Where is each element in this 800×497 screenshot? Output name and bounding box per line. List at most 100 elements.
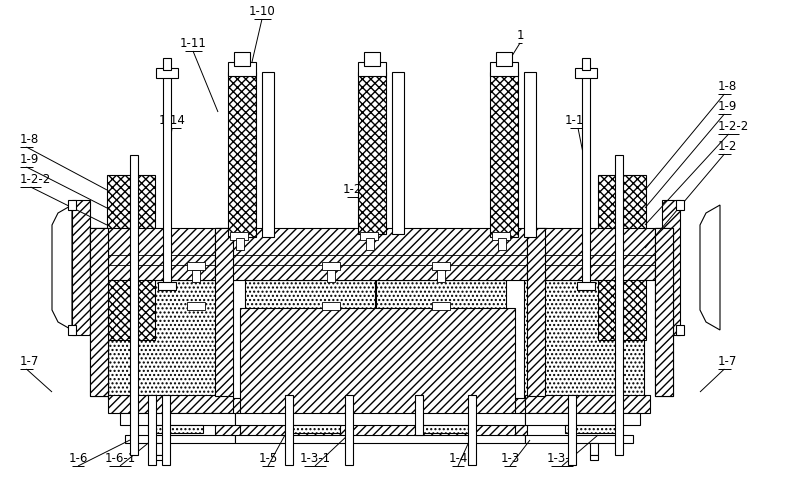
Bar (125, 435, 235, 443)
Bar (577, 282, 595, 290)
Bar (437, 270, 445, 282)
Bar (615, 155, 623, 455)
Bar (590, 443, 598, 455)
Bar (364, 52, 380, 66)
Bar (262, 72, 274, 237)
Bar (230, 232, 248, 240)
Bar (228, 72, 256, 237)
Text: 1-14: 1-14 (158, 114, 186, 127)
Bar (155, 455, 163, 460)
Bar (676, 325, 684, 335)
Bar (162, 395, 170, 465)
Bar (108, 280, 228, 398)
Bar (240, 308, 515, 438)
Text: 1-9: 1-9 (20, 153, 39, 166)
Bar (527, 228, 545, 396)
Text: 1-3-1: 1-3-1 (299, 452, 330, 465)
Bar (415, 395, 423, 435)
Text: 1-7: 1-7 (20, 355, 39, 368)
Bar (235, 435, 525, 443)
Text: 1-7: 1-7 (718, 355, 738, 368)
Bar (236, 238, 244, 250)
Bar (590, 455, 598, 460)
Bar (90, 228, 108, 396)
Bar (676, 200, 684, 210)
Bar (582, 75, 590, 285)
Bar (492, 232, 510, 240)
Bar (582, 58, 590, 70)
Bar (575, 68, 597, 78)
Text: 1-2-2: 1-2-2 (20, 173, 51, 186)
Bar (108, 395, 233, 413)
Text: 1-8: 1-8 (20, 133, 39, 146)
Bar (215, 228, 233, 396)
Text: 1-9: 1-9 (718, 100, 738, 113)
Bar (468, 395, 476, 465)
Bar (525, 395, 650, 413)
Bar (568, 395, 576, 465)
Text: 1: 1 (516, 29, 524, 42)
Text: 1-2-2: 1-2-2 (718, 120, 750, 133)
Bar (415, 425, 470, 433)
Bar (285, 425, 340, 433)
Bar (130, 155, 138, 455)
Bar (120, 413, 235, 425)
Bar (524, 280, 644, 398)
Bar (68, 325, 76, 335)
Bar (655, 228, 673, 396)
Polygon shape (700, 205, 720, 330)
Text: 1-3: 1-3 (500, 452, 520, 465)
Bar (107, 275, 155, 340)
Text: 1-6: 1-6 (68, 452, 88, 465)
Text: 1-2-1: 1-2-1 (342, 183, 374, 196)
Bar (90, 228, 108, 396)
Bar (525, 435, 633, 443)
Bar (662, 200, 680, 335)
Bar (285, 395, 293, 465)
Bar (525, 413, 640, 425)
Bar (163, 75, 171, 285)
Text: 1-11: 1-11 (179, 37, 206, 50)
Bar (360, 232, 378, 240)
Bar (376, 280, 506, 398)
Bar (392, 72, 404, 234)
Text: 1-10: 1-10 (249, 5, 275, 18)
Bar (524, 72, 536, 237)
Bar (366, 238, 374, 250)
Bar (90, 228, 235, 280)
Bar (107, 175, 155, 240)
Bar (148, 395, 156, 465)
Bar (68, 200, 76, 210)
Bar (228, 62, 256, 76)
Bar (565, 425, 620, 433)
Bar (490, 62, 518, 76)
Bar (234, 52, 250, 66)
Bar (408, 398, 527, 438)
Bar (215, 398, 345, 438)
Text: 1-14: 1-14 (565, 114, 591, 127)
Bar (498, 238, 506, 250)
Bar (598, 175, 646, 240)
Bar (327, 270, 335, 282)
Bar (163, 58, 171, 70)
Bar (245, 280, 375, 398)
Bar (72, 200, 90, 335)
Bar (432, 262, 450, 270)
Text: 1-8: 1-8 (718, 80, 738, 93)
Text: 1-6-1: 1-6-1 (104, 452, 136, 465)
Bar (432, 302, 450, 310)
Text: 1-5: 1-5 (258, 452, 278, 465)
Bar (322, 262, 340, 270)
Bar (496, 52, 512, 66)
Bar (358, 62, 386, 76)
Text: 1-2: 1-2 (718, 140, 738, 153)
Bar (655, 228, 673, 396)
Text: 1-4: 1-4 (448, 452, 468, 465)
Bar (192, 270, 200, 282)
Bar (598, 275, 646, 340)
Polygon shape (52, 205, 72, 330)
Text: 1-3-1: 1-3-1 (546, 452, 578, 465)
Bar (527, 228, 672, 280)
Bar (148, 425, 203, 433)
Bar (322, 302, 340, 310)
